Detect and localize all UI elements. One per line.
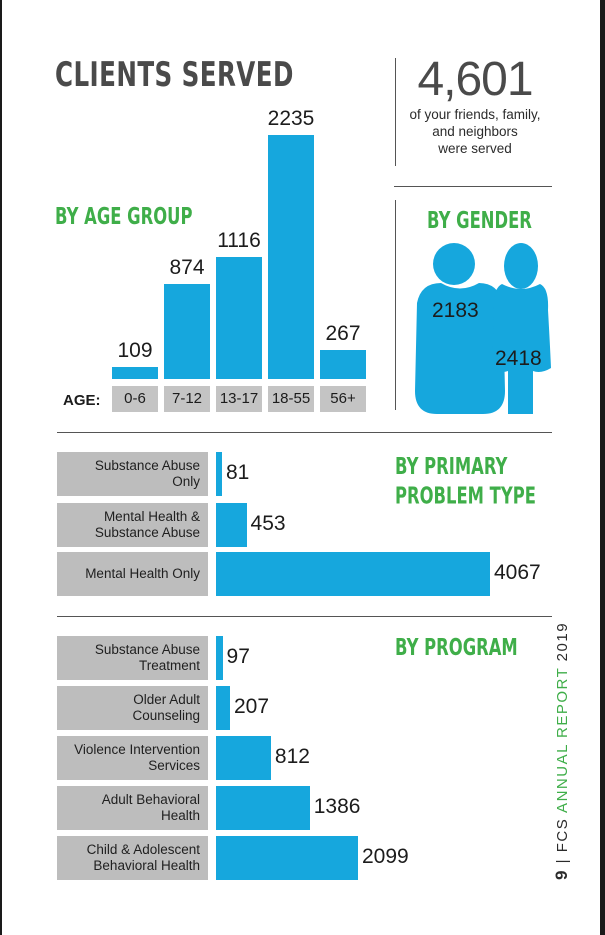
gender-pictogram bbox=[415, 243, 551, 414]
footer-separator: | bbox=[554, 857, 571, 864]
page-edge-right bbox=[600, 0, 605, 935]
age-bar bbox=[320, 349, 366, 379]
program-bar-value: 812 bbox=[274, 745, 310, 768]
problem-row-label: Mental Health Only bbox=[57, 552, 208, 596]
problem-bar-value: 453 bbox=[250, 512, 286, 535]
gender-top-divider bbox=[394, 186, 552, 187]
program-row-label: Child & Adolescent Behavioral Health bbox=[57, 836, 208, 880]
page-title: CLIENTS SERVED bbox=[55, 56, 294, 96]
footer-report: ANNUAL REPORT bbox=[554, 667, 571, 813]
problem-bar bbox=[216, 552, 490, 596]
program-bar bbox=[216, 736, 271, 780]
age-tick-label: 18-55 bbox=[268, 386, 314, 412]
divider-problem bbox=[57, 432, 552, 433]
section-heading-age: BY AGE GROUP bbox=[55, 203, 193, 230]
total-clients-number: 4,601 bbox=[417, 53, 533, 106]
section-heading-gender: BY GENDER bbox=[427, 207, 532, 234]
age-axis-title: AGE: bbox=[63, 392, 101, 409]
page-edge-left bbox=[0, 0, 2, 935]
male-figure-icon bbox=[415, 283, 505, 414]
age-tick-label: 13-17 bbox=[216, 386, 262, 412]
program-row-label: Older Adult Counseling bbox=[57, 686, 208, 730]
problem-row-label: Mental Health & Substance Abuse bbox=[57, 503, 208, 547]
summary-divider bbox=[395, 58, 396, 166]
problem-bar-value: 4067 bbox=[494, 561, 541, 584]
problem-bar bbox=[216, 503, 247, 547]
age-bar bbox=[268, 135, 314, 379]
age-tick-label: 56+ bbox=[320, 386, 366, 412]
program-bar bbox=[216, 686, 230, 730]
program-row-label: Substance Abuse Treatment bbox=[57, 636, 208, 680]
program-row-label: Adult Behavioral Health bbox=[57, 786, 208, 830]
age-tick-label: 0-6 bbox=[112, 386, 158, 412]
program-bar-value: 1386 bbox=[313, 795, 361, 818]
female-figure-icon bbox=[491, 284, 551, 414]
page-number: 9 bbox=[552, 869, 571, 880]
age-tick-label: 7-12 bbox=[164, 386, 210, 412]
problem-bar-value: 81 bbox=[226, 461, 250, 484]
age-bar-value: 874 bbox=[169, 255, 205, 279]
age-bar bbox=[112, 367, 158, 379]
age-bar-value: 1116 bbox=[217, 229, 261, 253]
divider-program bbox=[57, 616, 552, 617]
problem-bar bbox=[216, 452, 222, 496]
program-bar bbox=[216, 836, 358, 880]
age-bar-value: 109 bbox=[117, 339, 153, 363]
program-bar-value: 97 bbox=[226, 645, 250, 668]
problem-row-label: Substance Abuse Only bbox=[57, 452, 208, 496]
female-head bbox=[504, 243, 538, 289]
age-bar-value: 267 bbox=[325, 321, 361, 345]
age-bar bbox=[164, 283, 210, 379]
age-bar bbox=[216, 257, 262, 379]
total-clients-caption-text: of your friends, family, and neighbors w… bbox=[409, 107, 541, 156]
total-clients-caption: of your friends, family, and neighbors w… bbox=[395, 106, 555, 157]
program-bar bbox=[216, 636, 223, 680]
program-bar bbox=[216, 786, 310, 830]
gender-value-female: 2418 bbox=[495, 347, 542, 370]
footer-org: FCS bbox=[554, 817, 571, 853]
footer-report-label: 9 | FCS ANNUAL REPORT 2019 bbox=[552, 622, 572, 880]
program-bar-value: 207 bbox=[234, 695, 270, 718]
section-heading-program: BY PROGRAM bbox=[395, 634, 518, 661]
gender-value-male: 2183 bbox=[432, 299, 479, 322]
program-bar-value: 2099 bbox=[362, 845, 409, 868]
footer-year: 2019 bbox=[554, 621, 571, 662]
male-head bbox=[433, 243, 475, 285]
section-heading-problem: BY PRIMARY PROBLEM TYPE bbox=[395, 453, 536, 510]
gender-left-divider bbox=[395, 200, 396, 410]
age-bar-value: 2235 bbox=[267, 107, 315, 130]
program-row-label: Violence Intervention Services bbox=[57, 736, 208, 780]
